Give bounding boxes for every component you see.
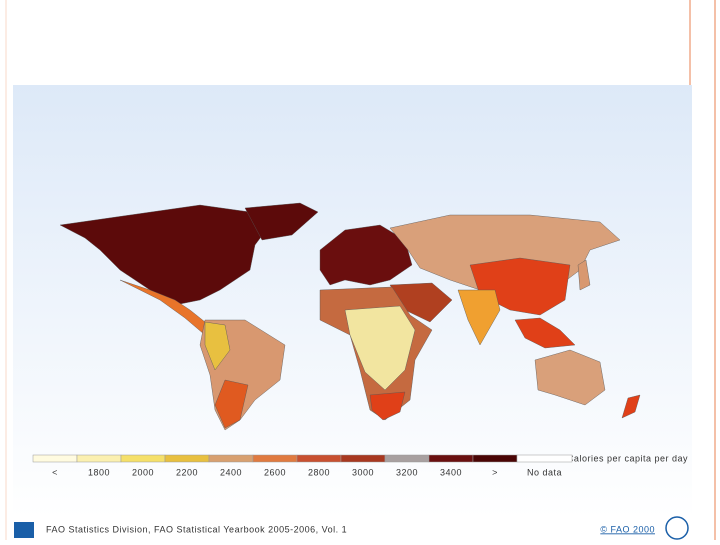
- legend-swatch: [32, 454, 78, 463]
- legend-swatch: [340, 454, 386, 463]
- india: [457, 289, 501, 346]
- legend-label: No data: [527, 467, 562, 477]
- legend-title: Calories per capita per day: [567, 453, 688, 463]
- australia: [534, 349, 606, 406]
- europe: [319, 224, 413, 286]
- legend-swatch: [76, 454, 122, 463]
- legend-label: 3000: [352, 467, 374, 477]
- legend-swatch: [120, 454, 166, 463]
- japan: [577, 259, 591, 291]
- legend-label: 2000: [132, 467, 154, 477]
- legend-swatch: [516, 454, 573, 463]
- legend-swatch: [428, 454, 474, 463]
- legend-label: 1800: [88, 467, 110, 477]
- footer-bar: [13, 518, 692, 540]
- fao-logo-left: [14, 522, 34, 538]
- footer-copyright: © FAO 2000: [600, 524, 655, 534]
- andes: [204, 321, 231, 371]
- legend-swatch: [252, 454, 298, 463]
- footer-source: FAO Statistics Division, FAO Statistical…: [46, 524, 347, 534]
- southern-africa: [369, 391, 406, 421]
- legend-label: 2400: [220, 467, 242, 477]
- new-zealand: [621, 394, 641, 419]
- central-africa: [344, 305, 416, 391]
- legend-label: 2800: [308, 467, 330, 477]
- se-asia: [514, 317, 576, 349]
- argentina: [214, 379, 249, 429]
- legend-label: <: [52, 467, 58, 477]
- fao-logo-right: [665, 516, 689, 540]
- legend-swatch: [384, 454, 430, 463]
- legend-label: >: [492, 467, 498, 477]
- legend-swatch: [472, 454, 518, 463]
- greenland: [244, 202, 319, 241]
- legend-label: 3400: [440, 467, 462, 477]
- legend-swatch: [164, 454, 210, 463]
- legend-label: 2600: [264, 467, 286, 477]
- north-america: [59, 204, 271, 306]
- legend: <1800 2000 2200 2400 2600 2800 3000 3200 3400 > No…: [32, 454, 573, 477]
- legend-swatch: [208, 454, 254, 463]
- legend-label: 2200: [176, 467, 198, 477]
- legend-swatch: [296, 454, 342, 463]
- world-map: [59, 202, 641, 431]
- legend-label: 3200: [396, 467, 418, 477]
